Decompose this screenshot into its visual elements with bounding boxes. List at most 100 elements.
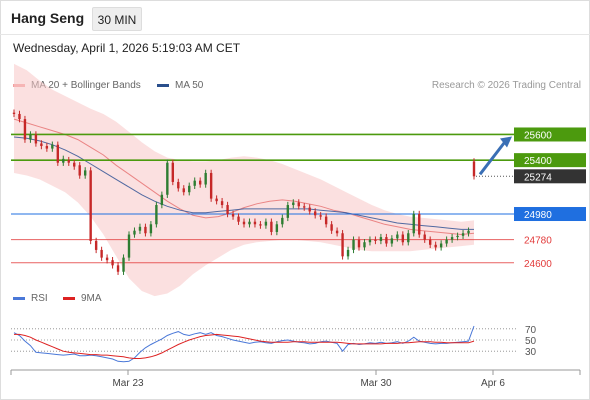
candle-body (450, 237, 454, 240)
candle-body (445, 239, 448, 244)
candle-body (23, 119, 27, 140)
rsi-line (13, 325, 475, 363)
candle-body (133, 230, 136, 235)
candle-body (341, 233, 344, 257)
candle-body (177, 181, 180, 189)
candle-body (67, 160, 70, 163)
legend-rsi-label: RSI (31, 293, 48, 304)
level-label-25400: 25400 (524, 156, 552, 167)
candle-body (73, 162, 76, 167)
level-label-25600: 25600 (524, 130, 552, 141)
candle-body (264, 221, 268, 226)
candle-body (12, 112, 16, 114)
candle-body (423, 234, 426, 240)
candle-body (407, 233, 410, 243)
candle-body (390, 238, 394, 244)
level-tag-24980 (514, 207, 586, 222)
candle-body (231, 214, 235, 217)
level-label-24980: 24980 (524, 210, 552, 221)
rsi-swatch (13, 297, 25, 300)
candle-body (472, 161, 476, 177)
legend-ma20-label: MA 20 + Bollinger Bands (31, 80, 141, 91)
timeframe-selector[interactable]: 30 MIN (92, 7, 142, 31)
candle-body (94, 240, 98, 250)
instrument-title: Hang Seng (11, 10, 85, 26)
candle-body (83, 170, 87, 176)
candle-body (138, 226, 142, 231)
candle-body (111, 260, 114, 266)
legend-9ma: 9MA (63, 293, 102, 304)
level-tag-25400 (514, 153, 586, 168)
candle-body (357, 239, 361, 248)
level-tag-25600 (514, 127, 586, 142)
x-tick-label: Mar 23 (112, 378, 144, 389)
candle-body (160, 194, 164, 206)
candle-body (439, 243, 443, 248)
candle-body (18, 113, 21, 120)
candle-body (286, 205, 290, 218)
candle-body (461, 233, 465, 236)
candle-body (62, 158, 65, 163)
candle-body (204, 172, 207, 185)
candle-body (116, 265, 120, 272)
timestamp: Wednesday, April 1, 2026 5:19:03 AM CET (13, 41, 241, 55)
candle-body (308, 207, 311, 212)
x-tick-label: Mar 30 (360, 378, 392, 389)
candle-body (237, 216, 240, 222)
candle-body (248, 221, 251, 225)
ma20-line (13, 118, 475, 236)
forecast-arrow-shaft (478, 139, 508, 176)
candle-body (40, 143, 43, 147)
candle-body (242, 221, 246, 225)
candle-body (396, 234, 399, 239)
candle-body (270, 221, 273, 232)
candle-body (368, 239, 372, 243)
candle-body (379, 237, 383, 241)
candle-body (166, 162, 169, 195)
candle-body (127, 234, 131, 258)
candle-body (105, 257, 109, 261)
candle-body (259, 224, 262, 226)
level-tag-25274 (514, 169, 586, 184)
candle-body (209, 172, 213, 199)
candle-body (226, 205, 229, 215)
candle-body (100, 249, 103, 258)
candle-body (335, 230, 339, 234)
candle-body (144, 226, 147, 234)
candle-body (149, 224, 153, 234)
candle-body (56, 144, 60, 163)
candle-body (198, 180, 202, 185)
candle-body (346, 249, 350, 257)
candle-body (171, 162, 175, 182)
candle-body (281, 217, 284, 225)
candle-body (253, 221, 257, 225)
bollinger-band (14, 63, 474, 297)
candle-body (122, 257, 125, 272)
forecast-arrow-head (500, 136, 512, 148)
9ma-swatch (63, 297, 75, 300)
candle-body (45, 146, 49, 149)
legend-ma50-label: MA 50 (175, 80, 204, 91)
candle-body (401, 234, 405, 243)
candle-body (363, 242, 366, 248)
legend-9ma-label: 9MA (81, 293, 102, 304)
candle-body (319, 215, 322, 217)
candle-body (297, 202, 300, 207)
candle-body (275, 224, 279, 232)
candle-body (385, 237, 388, 244)
level-label-24600: 24600 (524, 259, 552, 270)
candle-body (215, 198, 218, 202)
candle-body (34, 134, 38, 144)
candle-body (418, 214, 421, 235)
candle-body (193, 180, 196, 186)
candle-body (352, 239, 355, 250)
ma50-swatch (157, 84, 169, 87)
candle-body (188, 185, 191, 193)
rsi-tick-70: 70 (525, 325, 537, 336)
provider-credit: Research © 2026 Trading Central (431, 80, 581, 91)
candle-body (428, 239, 432, 245)
x-tick-label: Apr 6 (481, 378, 505, 389)
candle-body (29, 134, 32, 140)
candle-body (324, 216, 328, 225)
